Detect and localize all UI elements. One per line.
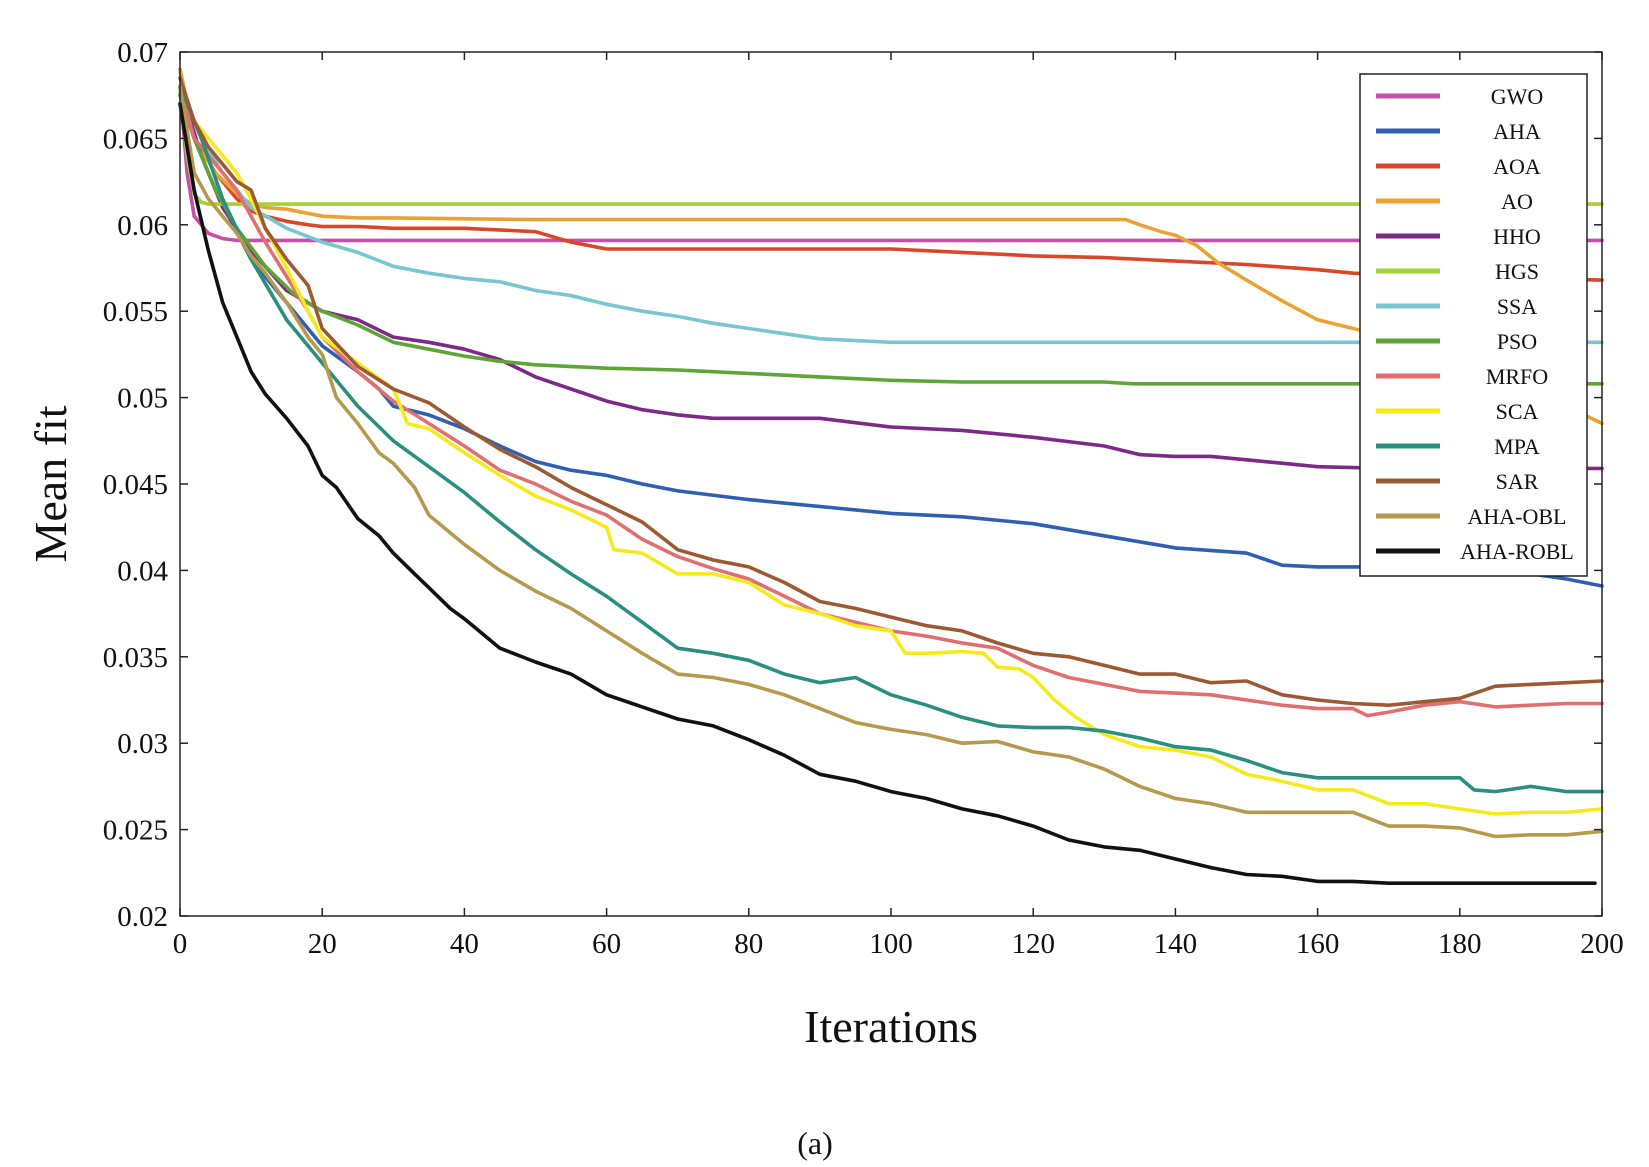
legend-label-mpa: MPA [1494, 434, 1540, 459]
y-tick-label: 0.055 [103, 296, 168, 328]
legend-label-aha: AHA [1493, 119, 1541, 144]
series-line-ssa [178, 84, 1604, 345]
x-tick-label: 120 [1011, 928, 1055, 960]
series-line-sar [178, 76, 1604, 708]
legend: GWO AHA AOA AO HHO HGS SSA PSO MRFO SCA MPA SAR AHA-… [1359, 73, 1588, 577]
x-tick-label: 100 [869, 928, 913, 960]
series-layer [178, 67, 1604, 886]
series-line-pso [178, 93, 1604, 386]
series-line-aha-robl [178, 102, 1597, 886]
x-tick-label: 20 [308, 928, 337, 960]
legend-box [1359, 73, 1588, 577]
y-tick-label: 0.065 [103, 123, 168, 155]
legend-label-hho: HHO [1493, 224, 1541, 249]
x-tick-label: 80 [734, 928, 763, 960]
legend-label-sar: SAR [1496, 469, 1539, 494]
x-tick-label: 0 [173, 928, 188, 960]
series-line-aha-obl [178, 84, 1604, 839]
y-tick-label: 0.06 [117, 210, 168, 242]
y-tick-label: 0.03 [117, 728, 168, 760]
legend-label-hgs: HGS [1495, 259, 1539, 284]
series-line-aha [178, 93, 1604, 588]
y-tick-label: 0.025 [103, 815, 168, 847]
x-axis-title: Iterations [804, 1001, 978, 1052]
legend-label-ao: AO [1501, 189, 1533, 214]
y-tick-label: 0.04 [117, 555, 168, 587]
y-axis-title: Mean fit [25, 405, 76, 562]
x-axis-ticks: 0 20 40 60 80 100 120 140 160 180 200 [173, 52, 1624, 960]
legend-label-sca: SCA [1496, 399, 1539, 424]
series-line-gwo [178, 84, 1604, 243]
legend-label-ssa: SSA [1497, 294, 1537, 319]
x-tick-label: 200 [1580, 928, 1624, 960]
legend-label-aha-robl: AHA-ROBL [1460, 539, 1574, 564]
x-tick-label: 180 [1438, 928, 1482, 960]
x-tick-label: 140 [1154, 928, 1198, 960]
legend-label-aha-obl: AHA-OBL [1468, 504, 1567, 529]
x-tick-label: 40 [450, 928, 479, 960]
y-tick-label: 0.05 [117, 383, 168, 415]
legend-label-mrfo: MRFO [1486, 364, 1548, 389]
series-line-sca [178, 84, 1604, 816]
figure-caption: (a) [797, 1125, 833, 1161]
legend-label-aoa: AOA [1493, 154, 1541, 179]
y-axis-ticks: 0.02 0.025 0.03 0.035 0.04 0.045 0.05 0.055 0.06… [103, 37, 1602, 933]
y-tick-label: 0.035 [103, 642, 168, 674]
legend-label-gwo: GWO [1491, 84, 1544, 109]
y-tick-label: 0.02 [117, 901, 168, 933]
legend-label-pso: PSO [1497, 329, 1537, 354]
series-line-mpa [178, 84, 1604, 794]
x-tick-label: 160 [1296, 928, 1340, 960]
y-tick-label: 0.045 [103, 469, 168, 501]
y-tick-label: 0.07 [117, 37, 168, 69]
x-tick-label: 60 [592, 928, 621, 960]
